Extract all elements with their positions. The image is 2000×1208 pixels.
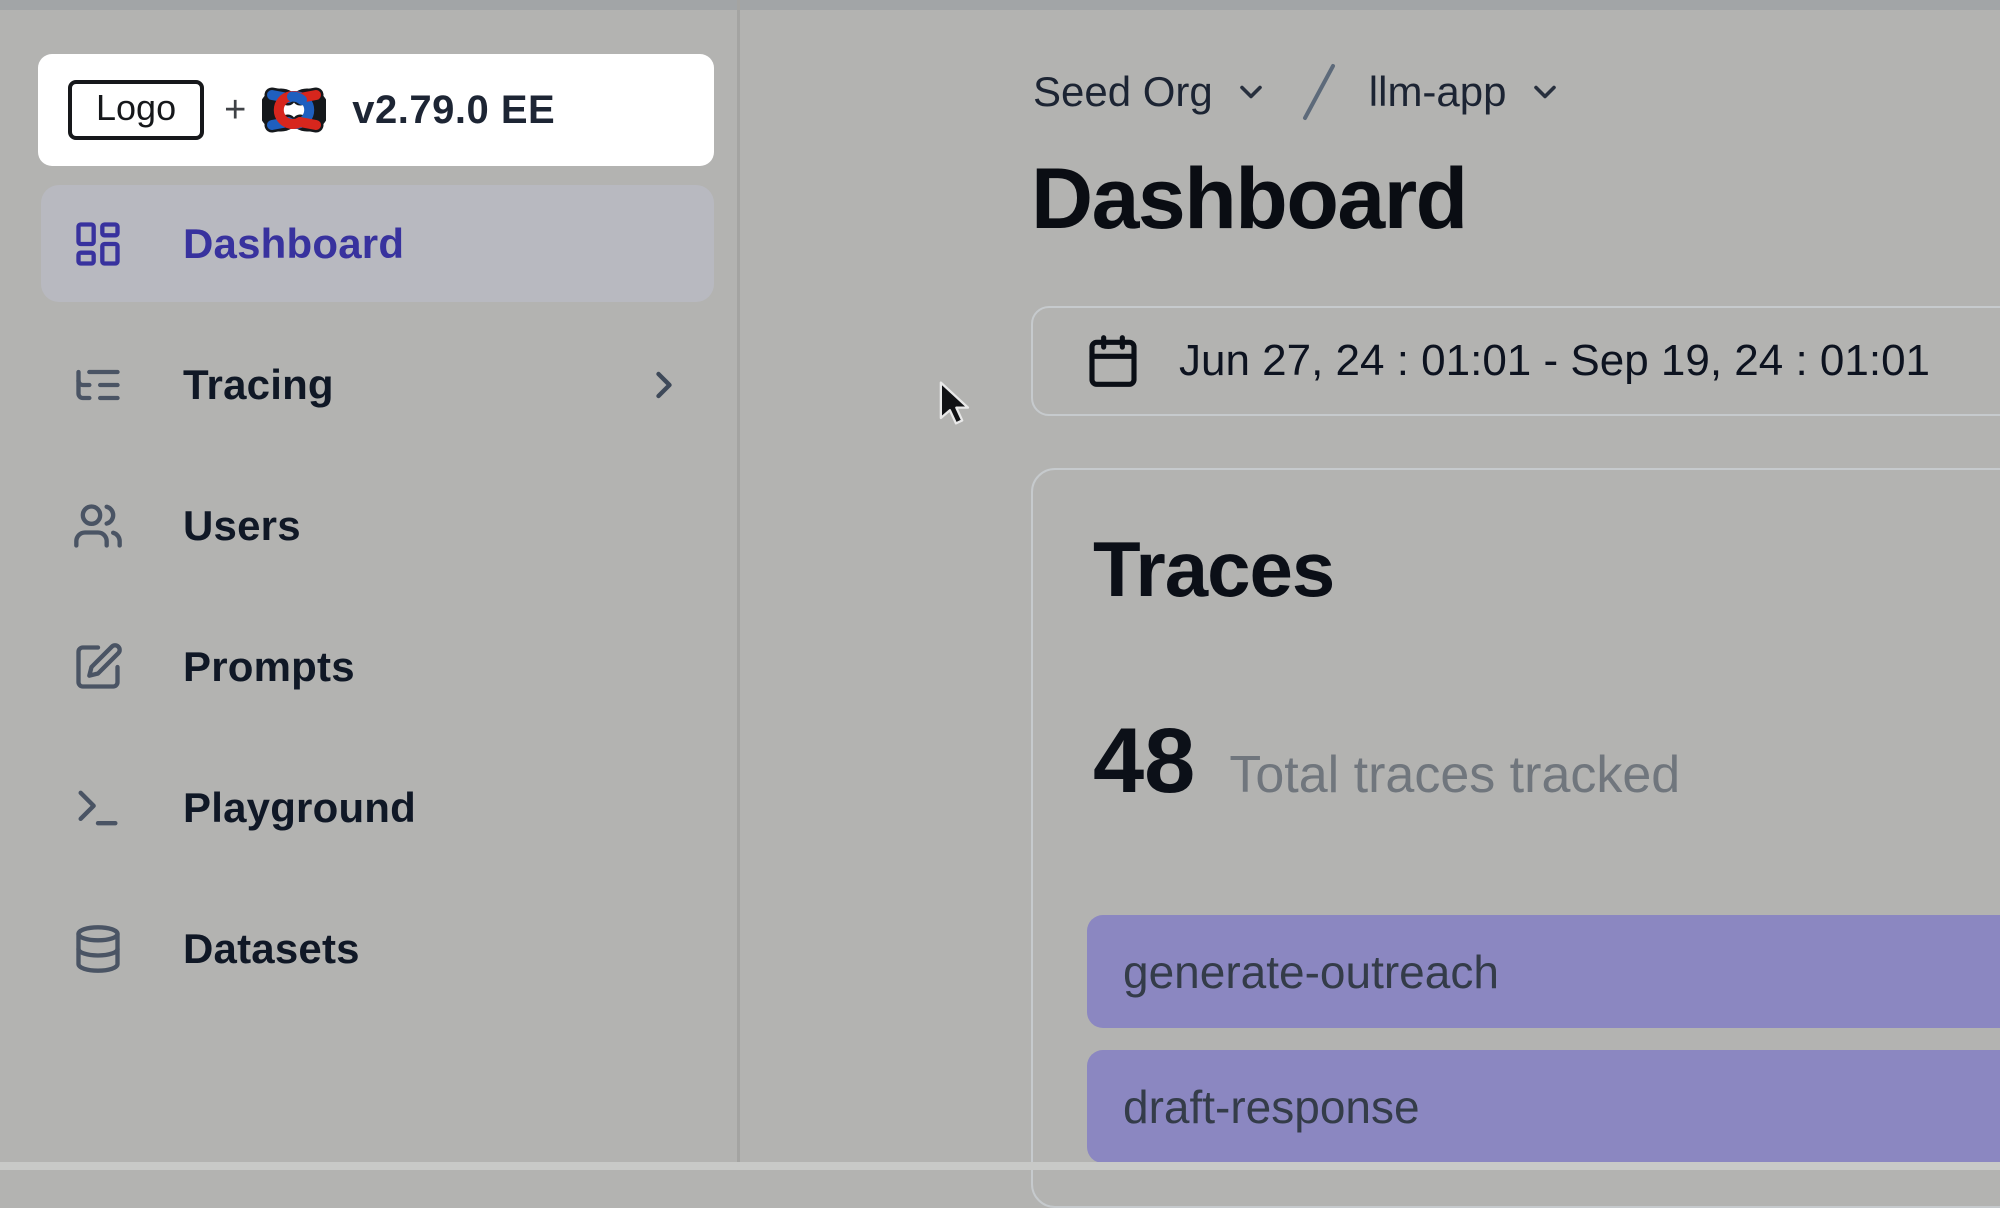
window-top-edge <box>0 0 2000 10</box>
trace-bar-draft-response[interactable]: draft-response <box>1087 1050 2000 1163</box>
date-range-value: Jun 27, 24 : 01:01 - Sep 19, 24 : 01:01 <box>1179 336 1931 385</box>
layout-dashboard-icon <box>76 221 120 266</box>
sidebar-item-label: Datasets <box>183 924 360 972</box>
knot-logo-icon <box>262 87 327 133</box>
traces-card: Traces 48 Total traces tracked <box>1031 468 2000 1208</box>
sidebar-item-users[interactable]: Users <box>41 467 714 584</box>
window-bottom-edge <box>0 1162 2000 1170</box>
breadcrumb-org-label: Seed Org <box>1033 68 1213 115</box>
breadcrumb-separator <box>1302 64 1335 120</box>
terminal-icon <box>78 790 118 825</box>
sidebar-item-label: Playground <box>183 783 417 831</box>
square-pen-icon <box>76 642 122 689</box>
sidebar-item-label: Tracing <box>183 360 334 408</box>
traces-card-title: Traces <box>1093 525 1335 613</box>
sidebar-item-datasets[interactable]: Datasets <box>41 890 714 1007</box>
users-icon <box>74 503 122 548</box>
list-tree-icon <box>76 369 120 400</box>
date-range-picker[interactable]: Jun 27, 24 : 01:01 - Sep 19, 24 : 01:01 <box>1031 306 2000 416</box>
sidebar-item-label: Dashboard <box>183 219 405 267</box>
trace-bar-label: draft-response <box>1123 1080 1420 1133</box>
breadcrumb-project-label: llm-app <box>1368 68 1507 115</box>
trace-bar-label: generate-outreach <box>1123 945 1499 998</box>
sidebar-item-label: Prompts <box>183 642 355 690</box>
sidebar-item-playground[interactable]: Playground <box>41 749 714 866</box>
sidebar-item-tracing[interactable]: Tracing <box>41 326 714 443</box>
trace-bar-generate-outreach[interactable]: generate-outreach <box>1087 915 2000 1028</box>
logo-card[interactable]: Logo + <box>38 54 714 166</box>
breadcrumb-org[interactable]: Seed Org <box>1033 68 1269 116</box>
mouse-cursor <box>939 381 970 425</box>
breadcrumb: Seed Org llm-app <box>1033 58 1563 126</box>
sidebar: Logo + <box>0 0 740 1170</box>
chevron-down-icon <box>1533 85 1556 99</box>
sidebar-item-label: Users <box>183 501 301 549</box>
sidebar-nav: Dashboard Tracing Users Prompt <box>41 185 714 1031</box>
logo-placeholder-box: Logo <box>68 80 205 140</box>
sidebar-item-dashboard[interactable]: Dashboard <box>41 185 714 302</box>
page-title: Dashboard <box>1031 151 1468 247</box>
sidebar-item-prompts[interactable]: Prompts <box>41 608 714 725</box>
chevron-down-icon <box>1239 85 1262 99</box>
logo-plus-sign: + <box>224 88 247 131</box>
version-label: v2.79.0 EE <box>352 87 556 132</box>
database-icon <box>76 924 120 973</box>
calendar-icon <box>1089 335 1137 387</box>
breadcrumb-project[interactable]: llm-app <box>1369 68 1563 116</box>
chevron-right-icon <box>656 371 672 398</box>
traces-total-caption: Total traces tracked <box>1229 746 1681 804</box>
traces-total-row: 48 Total traces tracked <box>1093 709 2000 814</box>
traces-total-value: 48 <box>1093 710 1196 812</box>
